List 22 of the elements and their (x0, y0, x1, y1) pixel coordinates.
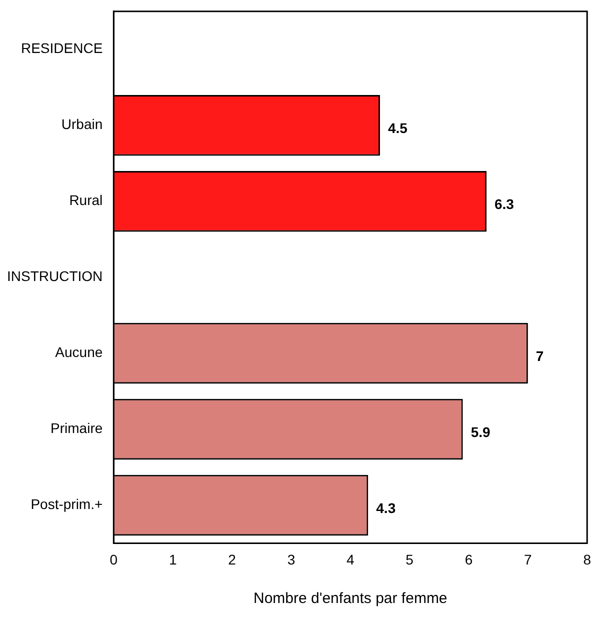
data-label: 5.9 (470, 424, 491, 440)
x-axis-title: Nombre d'enfants par femme (253, 590, 448, 608)
x-tick-label: 2 (228, 551, 236, 568)
data-label: 4.3 (376, 500, 396, 516)
x-tick-label: 1 (168, 551, 177, 568)
y-tick-label: Rural (69, 192, 103, 208)
x-tick-label: 5 (406, 551, 414, 568)
data-label: 6.3 (494, 196, 514, 212)
data-label: 7 (536, 348, 544, 364)
y-tick-label: Aucune (55, 344, 103, 360)
x-tick-label: 3 (287, 551, 296, 568)
y-tick-label: INSTRUCTION (6, 268, 103, 284)
y-tick-label: Primaire (50, 420, 103, 436)
x-tick-label: 4 (346, 551, 354, 568)
x-tick-label: 8 (583, 551, 592, 568)
x-tick-label: 6 (464, 551, 473, 568)
data-label: 4.5 (388, 120, 408, 136)
x-tick-label: 7 (524, 551, 532, 568)
y-tick-label: RESIDENCE (20, 40, 103, 56)
x-tick-label: 0 (110, 551, 118, 568)
y-tick-label: Urbain (61, 116, 103, 132)
y-tick-label: Post-prim.+ (30, 496, 103, 512)
